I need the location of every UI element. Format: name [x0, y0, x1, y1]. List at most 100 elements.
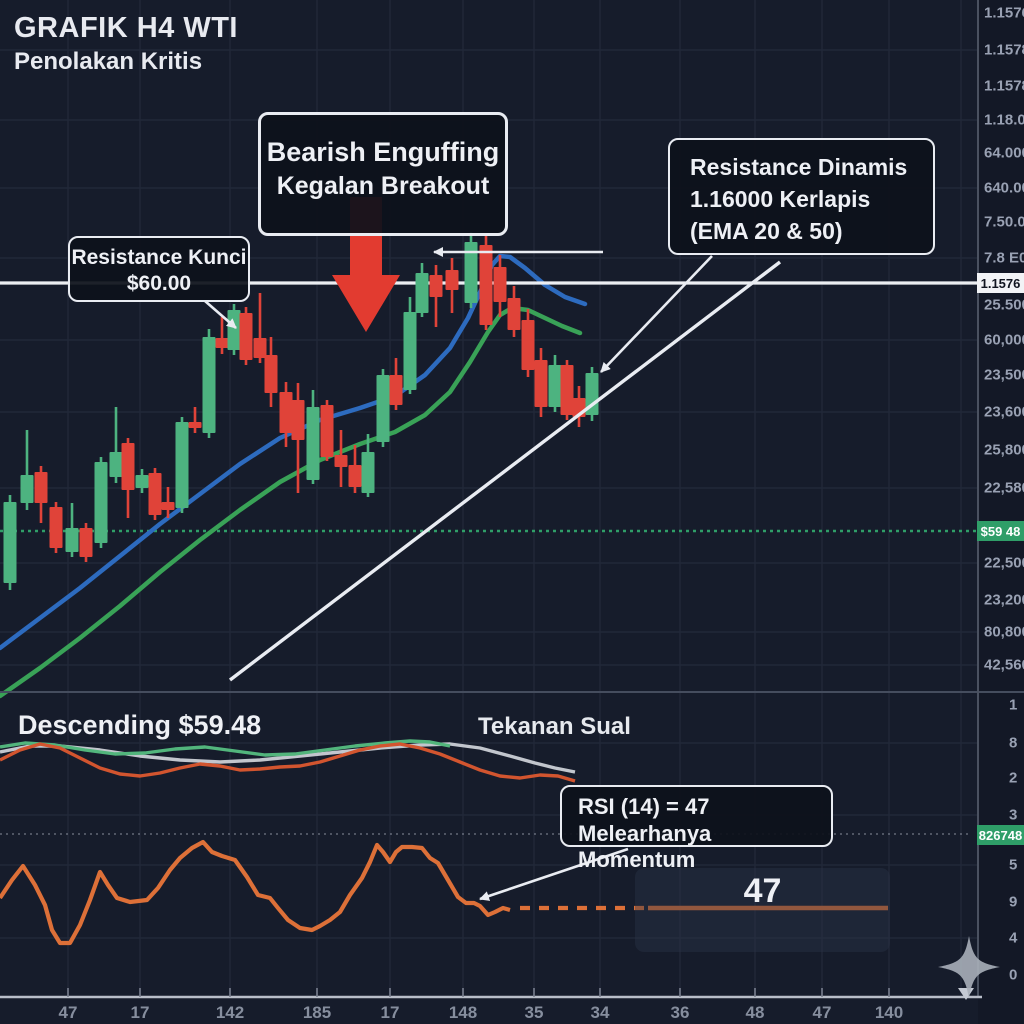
callout-line: (EMA 20 & 50) [690, 218, 843, 244]
candle-body [65, 528, 79, 552]
candle-body [239, 313, 253, 360]
candle-body [79, 528, 93, 557]
key-resistance-callout: Resistance Kunci $60.00 [68, 236, 250, 302]
candle-body [306, 407, 320, 480]
callout-line: Melearhanya Momentum [578, 821, 712, 872]
callout-line: Resistance Dinamis [690, 154, 908, 180]
callout-line: Resistance Kunci [71, 246, 247, 269]
time-axis-label: 140 [874, 1003, 904, 1022]
time-axis-label: 48 [745, 1003, 765, 1022]
rsi-value: 47 [743, 872, 782, 910]
price-axis-label: 22,500 [984, 554, 1024, 572]
sparkle-icon [938, 936, 1000, 998]
candle-body [320, 405, 334, 457]
time-axis-label: 47 [812, 1003, 832, 1022]
candle-body [389, 375, 403, 405]
callout-line: 1.16000 Kerlapis [690, 186, 871, 212]
candle-body [253, 338, 267, 358]
price-axis-label: 23,600 [984, 403, 1024, 421]
candle-body [188, 422, 202, 428]
candle-body [534, 360, 548, 407]
candle-body [215, 338, 229, 348]
lower-axis-label: 2 [1009, 769, 1018, 787]
candle-body [94, 462, 108, 543]
candle-body [479, 245, 493, 325]
price-axis-label: 60,000 [984, 331, 1024, 349]
candle-body [507, 298, 521, 330]
lower-axis-label: 9 [1009, 893, 1018, 911]
price-axis-label: 80,800 [984, 623, 1024, 641]
candles [3, 232, 599, 590]
price-axis-label: 1.18.00 [984, 111, 1024, 129]
candle-body [376, 375, 390, 442]
price-axis-label: 1.1576 [984, 4, 1024, 22]
callout-line: Kegalan Breakout [276, 172, 490, 200]
price-axis-label: 7.50.00 [984, 213, 1024, 231]
rsi-callout: RSI (14) = 47 Melearhanya Momentum [560, 785, 833, 872]
candle-body [279, 392, 293, 433]
candle-body [445, 270, 459, 290]
candle-body [464, 242, 478, 303]
candle-body [415, 273, 429, 313]
resistance-price-badge: 1.1576 [977, 273, 1024, 293]
callout-line: Bearish Enguffing [266, 137, 500, 167]
chart-subtitle: Penolakan Kritis [14, 48, 203, 75]
time-axis-label: 148 [448, 1003, 478, 1022]
price-axis-label: 640.00 [984, 179, 1024, 197]
candle-body [361, 452, 375, 493]
candle-body [560, 365, 574, 415]
time-axis-label: 185 [302, 1003, 332, 1022]
candle-body [175, 422, 189, 508]
time-axis-label: 35 [524, 1003, 544, 1022]
dynamic-resistance-callout: Resistance Dinamis 1.16000 Kerlapis (EMA… [668, 138, 935, 255]
dotted-levels [0, 529, 978, 835]
lower-axis-label: 8 [1009, 734, 1018, 752]
candle-body [403, 312, 417, 390]
candle-body [109, 452, 123, 477]
callout-line: RSI (14) = 47 [578, 794, 710, 819]
time-axis-label: 17 [130, 1003, 150, 1022]
candle-body [348, 465, 362, 487]
candle-body [521, 320, 535, 370]
time-axis-label: 47 [58, 1003, 78, 1022]
lower-panel-title: Descending $59.48 [18, 710, 262, 740]
lower-axis-label: 1 [1009, 696, 1018, 714]
callout-line: $60.00 [126, 272, 192, 295]
candle-body [227, 310, 241, 350]
price-axis-label: 7.8 E00 [984, 249, 1024, 267]
candle-body [429, 275, 443, 297]
candle-body [121, 443, 135, 490]
price-axis-label: 23,200 [984, 591, 1024, 609]
candle-body [161, 502, 175, 510]
candle-body [135, 475, 149, 488]
candle-body [493, 267, 507, 302]
time-axis-label: 142 [215, 1003, 245, 1022]
bearish-engulfing-callout: Bearish Enguffing Kegalan Breakout [258, 112, 508, 236]
candle-body [548, 365, 562, 407]
candle-body [264, 355, 278, 393]
support-price-badge: $59 48 [977, 521, 1024, 541]
time-axis-label: 36 [670, 1003, 690, 1022]
candle-body [334, 455, 348, 467]
price-axis-label: 25,800 [984, 441, 1024, 459]
time-axis-label: 34 [590, 1003, 610, 1022]
price-axis-label: 64.000 [984, 144, 1024, 162]
time-axis-label: 17 [380, 1003, 400, 1022]
lower-panel-lines [0, 739, 888, 946]
lower-axis-label: 5 [1009, 856, 1018, 874]
chart-title-block: GRAFIK H4 WTI Penolakan Kritis [14, 12, 238, 76]
candle-body [34, 472, 48, 503]
overlay-lines-arrows [204, 197, 782, 901]
price-axis-label: 22,580 [984, 479, 1024, 497]
lower-axis-label: 4 [1009, 929, 1018, 947]
candle-body [49, 507, 63, 548]
price-axis-label: 1.1578 [984, 41, 1024, 59]
candle-body [202, 337, 216, 433]
candle-body [291, 400, 305, 440]
price-axis-label: 23,500 [984, 366, 1024, 384]
chart-title: GRAFIK H4 WTI [14, 12, 238, 44]
price-axis-label: 1.15786 [984, 77, 1024, 95]
rsi-value-panel: 47 [635, 868, 890, 952]
candle-body [20, 475, 34, 503]
lower-panel-subtitle: Tekanan Sual [478, 713, 631, 740]
